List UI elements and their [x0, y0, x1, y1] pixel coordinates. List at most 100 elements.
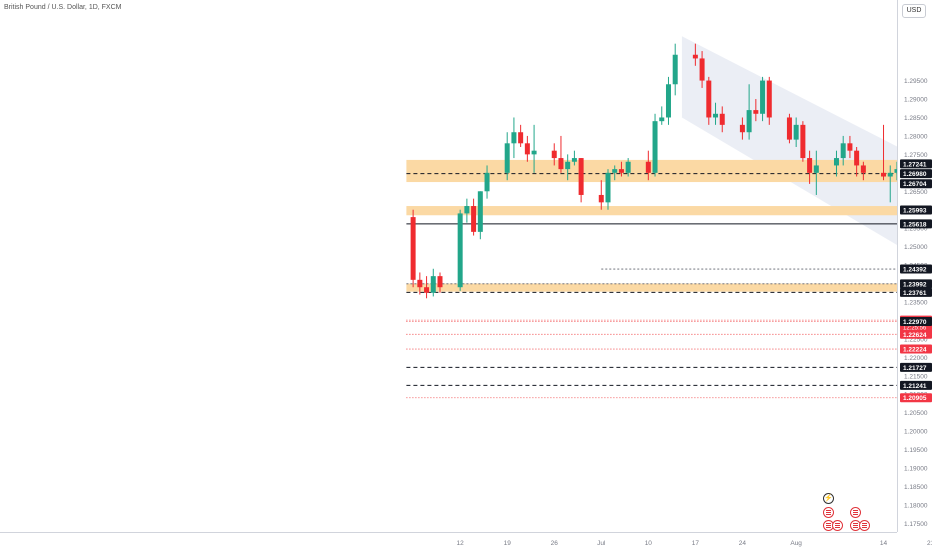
price-badge-label: 1.22970	[903, 319, 927, 326]
candle-body[interactable]	[659, 117, 665, 122]
candle-body[interactable]	[739, 124, 745, 133]
price-badge-label: 1.24392	[903, 267, 927, 274]
supply-demand-zone	[406, 159, 897, 183]
price-tick-label: 1.29500	[904, 78, 928, 85]
candle-body[interactable]	[833, 158, 839, 166]
price-badge[interactable]	[900, 362, 932, 372]
candle-body[interactable]	[706, 80, 712, 118]
price-badge[interactable]	[900, 179, 932, 189]
price-badge-countdown: 12:25:56	[903, 326, 927, 332]
candle-body[interactable]	[464, 206, 470, 214]
chart-title: British Pound / U.S. Dollar, 1D, FXCM	[4, 4, 122, 11]
candle-body[interactable]	[410, 217, 416, 280]
candle-body[interactable]	[578, 158, 584, 195]
candle-body[interactable]	[437, 276, 443, 288]
candle-body[interactable]	[605, 172, 611, 203]
price-badge[interactable]	[900, 264, 932, 274]
time-tick-label: 26	[551, 540, 559, 547]
candle-body[interactable]	[612, 169, 618, 173]
candle-body[interactable]	[800, 124, 806, 159]
candle-body[interactable]	[699, 58, 705, 81]
candle-body[interactable]	[894, 169, 899, 173]
candle-body[interactable]	[524, 143, 530, 155]
candle-body[interactable]	[840, 143, 846, 159]
candle-body[interactable]	[551, 150, 557, 159]
price-badge-label: 1.26980	[903, 171, 927, 178]
candle-body[interactable]	[713, 113, 719, 118]
candle-body[interactable]	[847, 143, 853, 151]
candle-body[interactable]	[753, 110, 759, 114]
price-badge[interactable]	[900, 344, 932, 354]
candle-body[interactable]	[471, 206, 477, 232]
economic-event-icon[interactable]	[859, 520, 870, 531]
candle-body[interactable]	[766, 80, 772, 118]
price-tick-label: 1.19500	[904, 447, 928, 454]
candle-body[interactable]	[860, 165, 866, 173]
price-tick-label: 1.25000	[904, 244, 928, 251]
price-badge-label: 1.25993	[903, 207, 927, 214]
price-tick-label: 1.19000	[904, 466, 928, 473]
price-badge-label: 1.23992	[903, 281, 927, 288]
price-badge[interactable]	[900, 380, 932, 390]
candle-body[interactable]	[665, 84, 671, 118]
candle-body[interactable]	[477, 191, 483, 232]
price-badge[interactable]	[900, 329, 932, 339]
currency-button[interactable]: USD	[902, 4, 926, 18]
time-tick-label: Jul	[597, 540, 606, 547]
price-badge[interactable]	[900, 287, 932, 297]
price-badge[interactable]	[900, 317, 932, 327]
price-tick-label: 1.20500	[904, 410, 928, 417]
candle-body[interactable]	[484, 172, 490, 192]
candle-body[interactable]	[618, 169, 624, 173]
price-badge[interactable]	[900, 393, 932, 403]
price-badge[interactable]	[900, 159, 932, 169]
time-tick-label: 19	[504, 540, 512, 547]
candle-body[interactable]	[652, 121, 658, 173]
candle-body[interactable]	[424, 287, 430, 293]
candle-body[interactable]	[887, 172, 893, 177]
candle-body[interactable]	[746, 110, 752, 133]
economic-event-icon[interactable]	[823, 507, 834, 518]
price-tick-label: 1.28500	[904, 115, 928, 122]
candle-body[interactable]	[417, 279, 423, 288]
price-badge-label: 1.23761	[903, 290, 927, 297]
candle-body[interactable]	[760, 80, 766, 114]
candle-body[interactable]	[504, 143, 510, 173]
candle-body[interactable]	[672, 54, 678, 85]
price-badge[interactable]	[900, 169, 932, 179]
candle-body[interactable]	[430, 276, 436, 293]
candle-body[interactable]	[511, 132, 517, 144]
candle-body[interactable]	[807, 158, 813, 173]
candle-body[interactable]	[571, 158, 577, 162]
price-badge-label: 1.21241	[903, 383, 927, 390]
price-badge[interactable]	[900, 279, 932, 289]
candle-body[interactable]	[719, 113, 725, 125]
candle-body[interactable]	[518, 132, 524, 144]
economic-event-icon[interactable]	[832, 520, 843, 531]
candle-body[interactable]	[645, 161, 651, 173]
price-badge-label: 1.21727	[903, 365, 927, 372]
price-tick-label: 1.26500	[904, 189, 928, 196]
candle-body[interactable]	[531, 150, 537, 155]
candle-body[interactable]	[854, 150, 860, 166]
price-tick-label: 1.27500	[904, 152, 928, 159]
price-tick-label: 1.23500	[904, 299, 928, 306]
price-badge[interactable]	[900, 219, 932, 229]
candle-body[interactable]	[881, 172, 887, 177]
candle-body[interactable]	[625, 161, 631, 173]
economic-event-icon[interactable]	[850, 507, 861, 518]
price-tick-label: 1.22000	[904, 355, 928, 362]
candle-body[interactable]	[813, 165, 819, 173]
candle-body[interactable]	[558, 158, 564, 170]
candle-body[interactable]	[692, 54, 698, 59]
flash-icon[interactable]: ⚡	[823, 493, 834, 504]
candle-body[interactable]	[565, 161, 571, 170]
candle-body[interactable]	[793, 124, 799, 140]
price-badge[interactable]	[900, 205, 932, 215]
candle-body[interactable]	[457, 213, 463, 288]
price-badge-label: 1.26704	[903, 181, 927, 188]
candle-body[interactable]	[598, 194, 604, 203]
candle-body[interactable]	[786, 117, 792, 140]
